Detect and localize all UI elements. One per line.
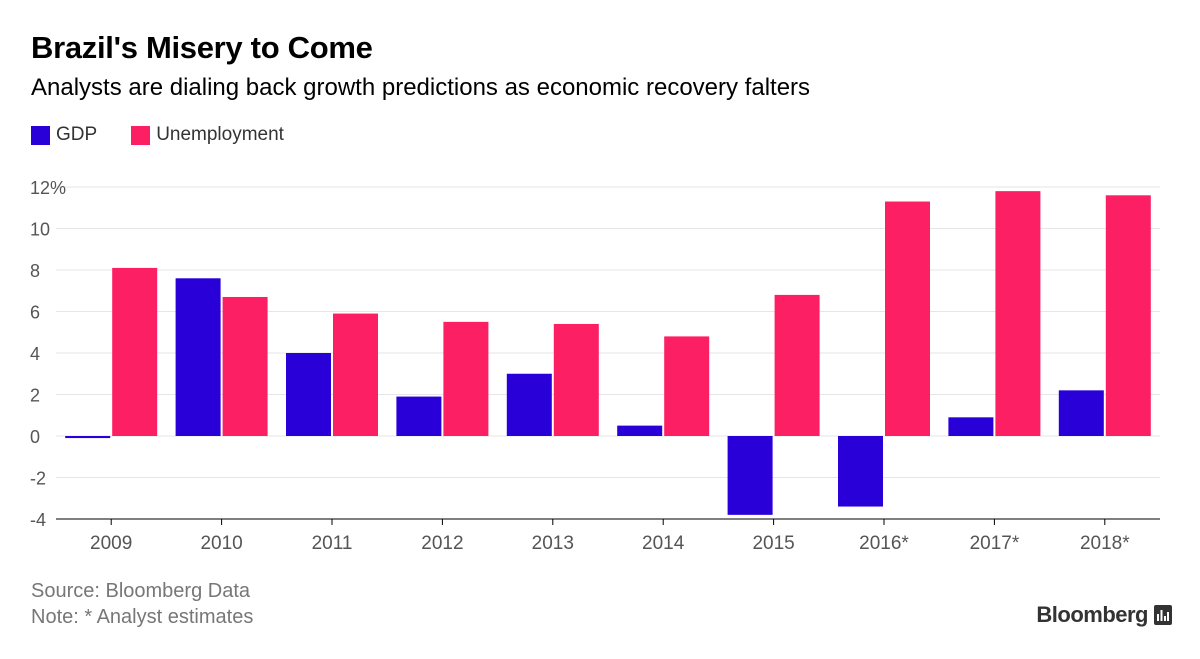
x-tick-label: 2009 [90, 533, 132, 554]
y-tick-label: 6 [30, 303, 40, 323]
y-tick-label: 2 [30, 386, 40, 406]
chart-subtitle: Analysts are dialing back growth predict… [31, 74, 811, 101]
x-tick-label: 2011 [312, 533, 353, 554]
bar-unemployment-2010 [222, 296, 268, 436]
brand-logo: Bloomberg [1036, 602, 1172, 628]
x-tick-label: 2013 [532, 533, 574, 554]
bar-gdp-2010 [175, 278, 221, 436]
bar-unemployment-2016 [885, 201, 930, 436]
bar-unemployment-2018 [1105, 195, 1151, 436]
y-tick-label: 12% [30, 178, 66, 198]
y-tick-label: 10 [30, 220, 50, 240]
y-tick-label: 4 [30, 344, 40, 364]
bar-unemployment-2014 [664, 336, 710, 436]
chart-title: Brazil's Misery to Come [31, 30, 373, 65]
bar-gdp-2014 [617, 425, 663, 436]
y-tick-label: 8 [30, 261, 40, 281]
legend: GDP Unemployment [31, 124, 318, 146]
bar-unemployment-2012 [443, 321, 489, 436]
x-tick-label: 2018* [1080, 533, 1130, 554]
bar-gdp-2015 [727, 436, 773, 515]
source-note: Source: Bloomberg Data [31, 580, 251, 602]
y-tick-label: 0 [30, 427, 40, 447]
bar-gdp-2012 [396, 396, 442, 436]
legend-swatch-unemployment [131, 125, 151, 145]
legend-item-unemployment: Unemployment [131, 124, 284, 146]
bar-gdp-2016 [838, 436, 883, 507]
bar-gdp-2011 [286, 353, 331, 436]
brand-wordmark: Bloomberg [1036, 602, 1148, 627]
legend-label-gdp: GDP [56, 124, 98, 145]
bar-gdp-2013 [506, 373, 552, 436]
legend-swatch-gdp [31, 125, 50, 145]
x-tick-label: 2014 [642, 533, 685, 554]
bar-unemployment-2015 [774, 294, 820, 436]
legend-item-gdp: GDP [31, 124, 97, 146]
x-tick-label: 2010 [200, 533, 242, 554]
bar-unemployment-2013 [553, 323, 599, 436]
bar-gdp-2017 [948, 417, 994, 436]
x-tick-label: 2015 [752, 533, 794, 554]
bar-gdp-2018 [1058, 390, 1104, 436]
x-tick-label: 2016* [859, 533, 909, 554]
bar-gdp-2009 [65, 436, 111, 439]
x-tick-label: 2012 [421, 533, 463, 554]
bar-unemployment-2011 [333, 313, 378, 436]
bloomberg-chart-icon [1154, 605, 1172, 625]
x-tick-label: 2017* [970, 533, 1020, 554]
bar-unemployment-2009 [112, 267, 158, 436]
estimates-note: Note: * Analyst estimates [31, 606, 254, 628]
bar-unemployment-2017 [995, 191, 1041, 436]
footer: Source: Bloomberg Data Note: * Analyst e… [31, 578, 253, 630]
y-tick-label: -2 [30, 469, 46, 489]
y-tick-label: -4 [30, 510, 46, 530]
legend-label-unemployment: Unemployment [156, 124, 284, 145]
